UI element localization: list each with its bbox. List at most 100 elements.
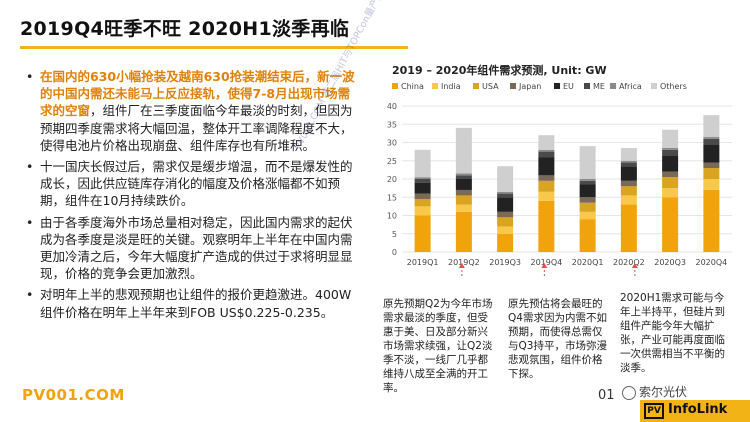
y-tick-label: 40 <box>387 102 397 111</box>
bar-segment <box>662 188 679 198</box>
bar-segment <box>620 204 637 252</box>
bar-segment <box>579 211 596 220</box>
bar-segment <box>497 166 514 192</box>
wechat-label: 索尔光伏 <box>639 385 688 399</box>
wechat-tag: 索尔光伏 <box>622 383 687 400</box>
brand-name: InfoLink <box>668 402 728 417</box>
arrowhead-icon <box>458 263 465 268</box>
bar-segment <box>703 168 720 179</box>
bar-segment <box>703 138 720 145</box>
bar-segment <box>414 215 431 252</box>
bar-segment <box>620 162 637 167</box>
bullet-list: • 在国内的630小幅抢装及越南630抢装潮结束后，新一波的中国内需还未能马上反… <box>26 68 356 325</box>
bar-segment <box>662 177 679 189</box>
annotation-q4: 原先预估将会最旺的Q4需求因为内需不如预期，而使得总需仅与Q3持平，市场弥漫悲观… <box>508 298 607 380</box>
bar-segment <box>414 149 431 178</box>
bar-segment <box>703 179 720 190</box>
legend-swatch <box>584 83 590 89</box>
bar-segment <box>620 147 637 161</box>
bullet-text: 对明年上半的悲观预期也让组件的报价更趋激进。400W组件价格在明年上半年来到FO… <box>40 287 352 320</box>
bar-segment <box>414 177 431 179</box>
annotation-q2: 原先预期Q2为今年市场需求最淡的季度，但受惠于美、日及部分新兴市场需求续强，让Q… <box>383 298 493 394</box>
legend-label: Africa <box>619 82 642 91</box>
page-number: 01 <box>598 388 615 403</box>
y-axis: 0 5 10 15 20 25 30 35 40 <box>387 102 397 257</box>
bar-segment <box>579 184 596 198</box>
bar-segment <box>703 144 720 163</box>
x-tick-label: 2020Q4 <box>696 258 728 267</box>
bar-segment <box>662 155 679 172</box>
bar-segment <box>538 191 555 201</box>
bar-segment <box>579 197 596 203</box>
legend-label: China <box>401 82 424 91</box>
bar-segment <box>703 162 720 169</box>
bar-segment <box>538 180 555 192</box>
bar-segment <box>703 115 720 138</box>
y-tick-label: 20 <box>387 175 397 184</box>
bullet-item: • 在国内的630小幅抢装及越南630抢装潮结束后，新一波的中国内需还未能马上反… <box>26 68 356 154</box>
chart-title: 2019 – 2020年组件需求预测, Unit: GW <box>392 63 607 77</box>
bar-segment <box>579 179 596 181</box>
bullet-text: ，组件厂在三季度面临今年最淡的时刻，但因为预期四季度需求将大幅回温，整体开工率调… <box>40 103 353 153</box>
bullet-item: • 对明年上半的悲观预期也让组件的报价更趋激进。400W组件价格在明年上半年来到… <box>26 286 356 320</box>
bar-segment <box>414 206 431 216</box>
bar-segment <box>662 129 679 148</box>
chart-bars <box>414 115 720 252</box>
x-tick-label: 2019Q1 <box>407 258 439 267</box>
bar-segment <box>579 219 596 252</box>
bar-segment <box>662 147 679 150</box>
legend-swatch <box>510 83 516 89</box>
annotation-2020h1: 2020H1需求可能与今年上半持平，但硅片到组件产能今年大幅扩张，产业可能再度面… <box>620 292 725 374</box>
title-underline <box>20 46 408 49</box>
bar-segment <box>703 189 720 252</box>
bar-segment <box>455 189 472 196</box>
bar-segment <box>414 193 431 200</box>
bar-segment <box>455 175 472 179</box>
bar-segment <box>538 135 555 150</box>
infolink-logo: PV InfoLink <box>640 400 750 422</box>
y-tick-label: 15 <box>387 193 397 202</box>
legend-label: USA <box>482 82 499 91</box>
x-tick-label: 2019Q4 <box>531 258 563 267</box>
bar-segment <box>538 200 555 252</box>
pv-badge-icon: PV <box>644 403 664 419</box>
bar-segment <box>497 233 514 252</box>
bullet-dot-icon: • <box>26 159 34 175</box>
y-tick-label: 0 <box>392 248 397 257</box>
bar-segment <box>497 226 514 234</box>
bullet-item: • 十一国庆长假过后，需求仅是缓步增温，而不是爆发性的成长，因此供应链库存消化的… <box>26 158 356 210</box>
bar-segment <box>538 175 555 181</box>
bar-segment <box>538 151 555 158</box>
bar-segment <box>662 171 679 178</box>
legend-label: Others <box>660 82 687 91</box>
legend-swatch <box>554 83 560 89</box>
footer-url: PV001.COM <box>22 386 125 404</box>
bar-segment <box>620 160 637 163</box>
bar-segment <box>579 146 596 179</box>
legend-swatch <box>651 83 657 89</box>
bullet-highlight: 在国内的630小幅抢装及越南630抢装潮结束后，新一波的中国内需还未能马上反应接… <box>40 69 355 119</box>
x-tick-label: 2019Q3 <box>489 258 521 267</box>
bullet-dot-icon: • <box>26 69 34 84</box>
bar-segment <box>620 186 637 196</box>
bar-segment <box>703 137 720 139</box>
legend-label: India <box>441 82 461 91</box>
x-tick-label: 2020Q1 <box>572 258 604 267</box>
bar-segment <box>455 127 472 174</box>
bar-segment <box>497 197 514 212</box>
y-tick-label: 10 <box>387 212 397 221</box>
bar-segment <box>455 173 472 176</box>
bullet-text: 由于各季度海外市场总量相对稳定，因此国内需求的起伏成为各季度是淡是旺的关键。观察… <box>40 214 353 282</box>
bullet-dot-icon: • <box>26 287 34 303</box>
bullet-item: • 由于各季度海外市场总量相对稳定，因此国内需求的起伏成为各季度是淡是旺的关键。… <box>26 214 356 283</box>
x-tick-label: 2020Q2 <box>613 258 645 267</box>
bar-segment <box>455 179 472 190</box>
legend-swatch <box>473 83 479 89</box>
wechat-icon <box>622 385 636 400</box>
legend-label: Japan <box>518 82 541 91</box>
y-tick-label: 5 <box>392 230 397 239</box>
bar-segment <box>662 197 679 252</box>
legend-swatch <box>432 83 438 89</box>
bar-segment <box>497 217 514 227</box>
bar-segment <box>414 182 431 194</box>
